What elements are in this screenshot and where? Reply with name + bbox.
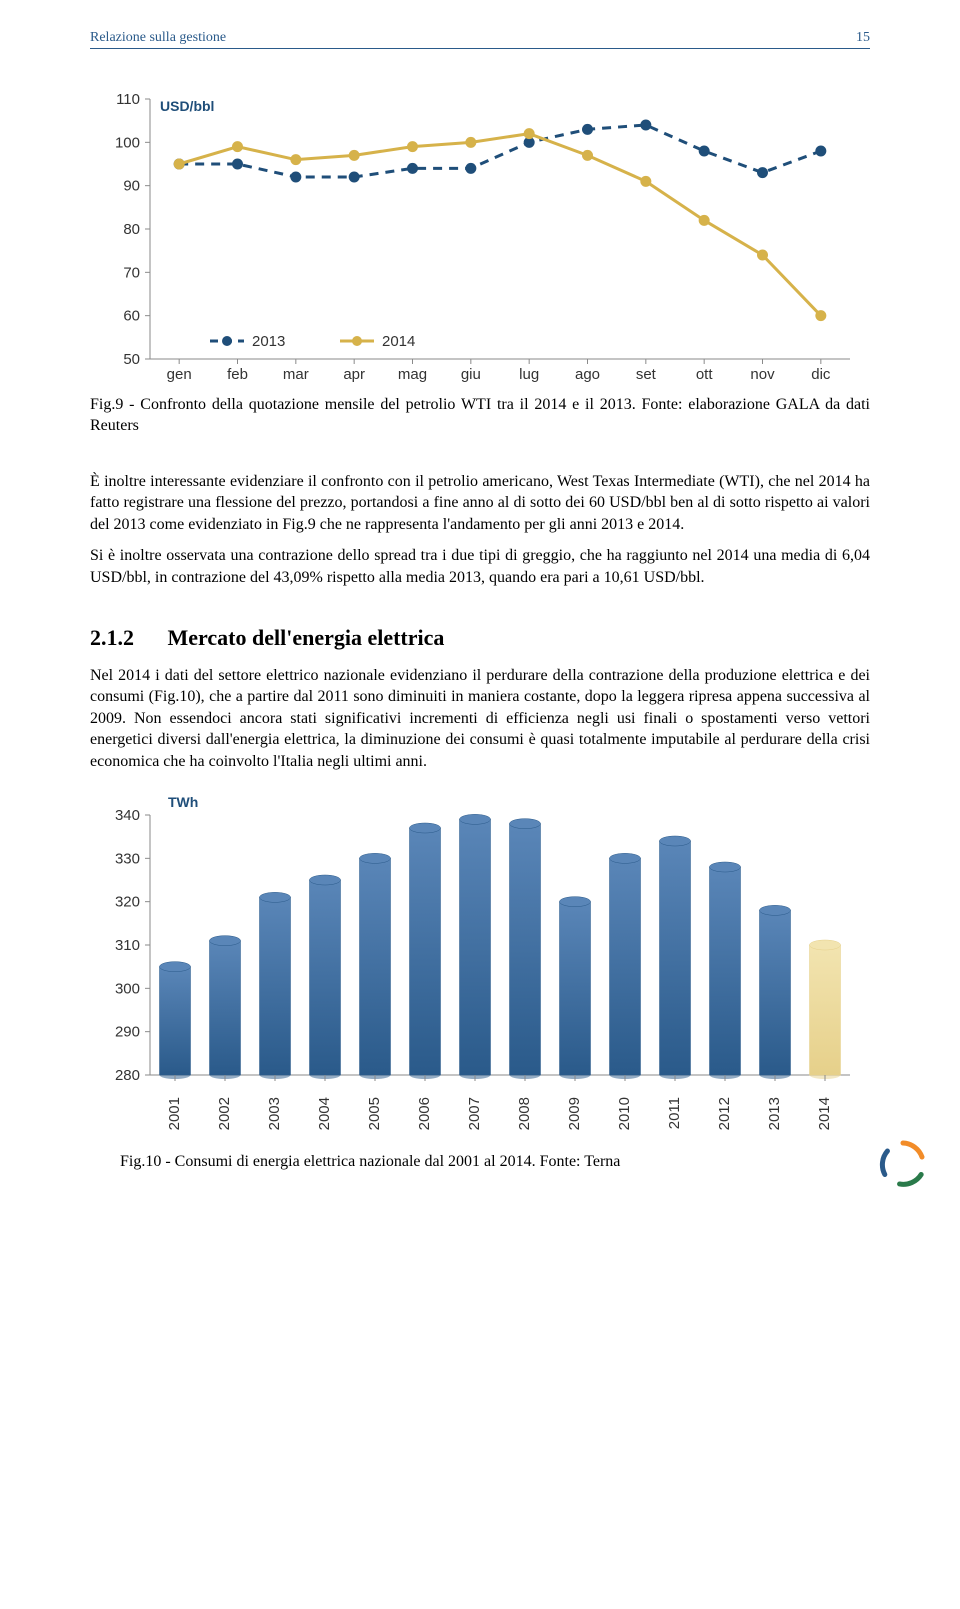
section-heading: 2.1.2 Mercato dell'energia elettrica xyxy=(90,625,870,651)
svg-text:2010: 2010 xyxy=(616,1097,633,1130)
svg-text:2011: 2011 xyxy=(666,1097,683,1129)
svg-text:2001: 2001 xyxy=(166,1097,183,1130)
svg-text:90: 90 xyxy=(123,178,140,195)
line-chart: 50 60 70 80 90 100 110 gen feb mar apr mag giu lug ago… xyxy=(90,89,870,389)
paragraph-3: Nel 2014 i dati del settore elettrico na… xyxy=(90,665,870,773)
svg-text:2009: 2009 xyxy=(566,1097,583,1130)
svg-text:lug: lug xyxy=(519,366,539,383)
svg-text:dic: dic xyxy=(811,366,831,383)
svg-text:USD/bbl: USD/bbl xyxy=(160,98,214,114)
svg-text:2013: 2013 xyxy=(252,333,285,350)
svg-text:2004: 2004 xyxy=(316,1097,333,1130)
svg-text:nov: nov xyxy=(750,366,775,383)
svg-text:2014: 2014 xyxy=(382,333,415,350)
header-title: Relazione sulla gestione xyxy=(90,30,226,46)
page-header: Relazione sulla gestione 15 xyxy=(90,30,870,49)
svg-text:290: 290 xyxy=(115,1023,140,1040)
svg-text:2012: 2012 xyxy=(716,1097,733,1130)
svg-text:310: 310 xyxy=(115,937,140,954)
svg-text:2005: 2005 xyxy=(366,1097,383,1130)
svg-text:2002: 2002 xyxy=(216,1097,233,1130)
svg-text:ott: ott xyxy=(696,366,714,383)
svg-text:80: 80 xyxy=(123,221,140,238)
svg-text:320: 320 xyxy=(115,893,140,910)
svg-text:340: 340 xyxy=(115,807,140,824)
svg-text:gen: gen xyxy=(167,366,192,383)
svg-text:70: 70 xyxy=(123,264,140,281)
svg-text:110: 110 xyxy=(116,91,140,108)
fig10-caption: Fig.10 - Consumi di energia elettrica na… xyxy=(90,1153,870,1171)
svg-text:280: 280 xyxy=(115,1067,140,1084)
svg-text:feb: feb xyxy=(227,366,248,383)
svg-text:2007: 2007 xyxy=(466,1097,483,1130)
section-number: 2.1.2 xyxy=(90,625,162,651)
fig9-caption: Fig.9 - Confronto della quotazione mensi… xyxy=(90,395,870,437)
svg-text:60: 60 xyxy=(123,308,140,325)
line-chart-container: 50 60 70 80 90 100 110 gen feb mar apr mag giu lug ago… xyxy=(90,89,870,389)
svg-text:2014: 2014 xyxy=(816,1097,833,1130)
svg-text:2013: 2013 xyxy=(766,1097,783,1130)
svg-text:50: 50 xyxy=(123,351,140,368)
paragraph-1: È inoltre interessante evidenziare il co… xyxy=(90,471,870,536)
svg-text:ago: ago xyxy=(575,366,600,383)
svg-text:2003: 2003 xyxy=(266,1097,283,1130)
svg-text:mag: mag xyxy=(398,366,427,383)
svg-text:set: set xyxy=(636,366,657,383)
svg-text:100: 100 xyxy=(115,134,140,151)
svg-text:TWh: TWh xyxy=(168,794,198,810)
svg-text:2006: 2006 xyxy=(416,1097,433,1130)
bar-chart: 280 290 300 310 320 330 340 TWh 2001 2002 2003 2004… xyxy=(90,785,870,1145)
svg-text:300: 300 xyxy=(115,980,140,997)
svg-text:mar: mar xyxy=(283,366,309,383)
section-title: Mercato dell'energia elettrica xyxy=(168,625,445,650)
bar-chart-container: 280 290 300 310 320 330 340 TWh 2001 2002 2003 2004… xyxy=(90,785,870,1145)
company-logo-icon xyxy=(876,1137,930,1191)
paragraph-2: Si è inoltre osservata una contrazione d… xyxy=(90,545,870,588)
svg-text:330: 330 xyxy=(115,850,140,867)
page-number: 15 xyxy=(856,30,870,46)
svg-text:apr: apr xyxy=(343,366,365,383)
svg-text:giu: giu xyxy=(461,366,481,383)
svg-text:2008: 2008 xyxy=(516,1097,533,1130)
